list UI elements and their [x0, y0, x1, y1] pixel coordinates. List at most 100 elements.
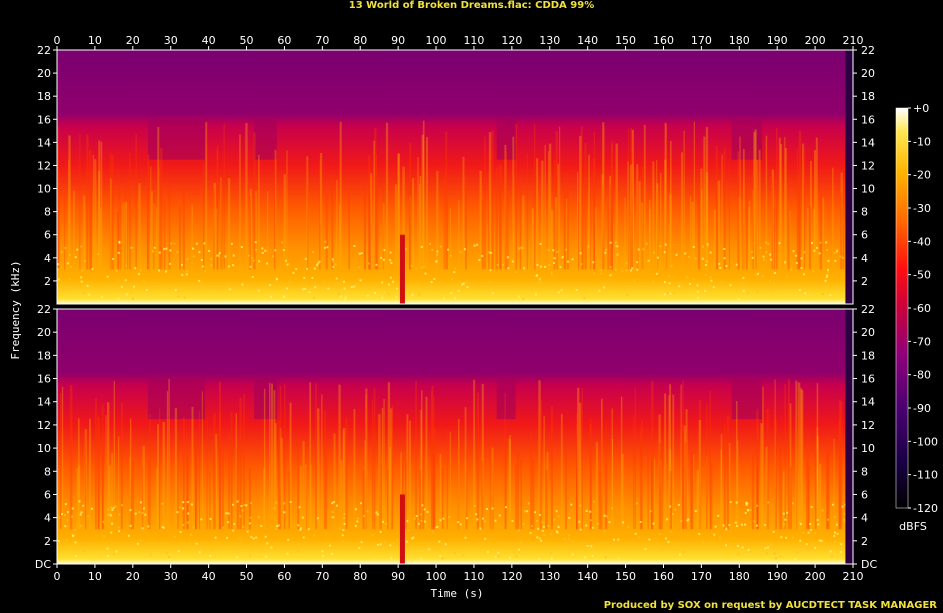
- bright-speck: [423, 520, 426, 523]
- bright-speck: [736, 544, 739, 547]
- texture-streak: [273, 390, 276, 530]
- texture-streak: [590, 423, 592, 530]
- texture-streak: [275, 150, 277, 270]
- texture-streak: [756, 160, 758, 270]
- texture-streak: [373, 388, 376, 530]
- bright-speck: [179, 506, 182, 509]
- texture-streak: [397, 154, 400, 270]
- bright-speck: [224, 255, 227, 258]
- bright-speck: [433, 289, 436, 292]
- texture-streak: [787, 379, 790, 530]
- bright-speck: [129, 509, 132, 512]
- x-tick-label-bottom: 200: [805, 570, 826, 583]
- bright-speck: [298, 506, 301, 509]
- bright-speck: [686, 275, 689, 278]
- bright-speck: [324, 246, 327, 249]
- bright-speck: [534, 293, 537, 296]
- texture-streak: [325, 454, 328, 530]
- bright-speck: [735, 263, 738, 266]
- bright-speck: [513, 551, 516, 554]
- bright-speck: [740, 523, 743, 526]
- texture-streak: [720, 449, 722, 530]
- texture-streak: [757, 408, 759, 530]
- bright-speck: [725, 265, 728, 268]
- bright-speck: [129, 524, 132, 527]
- texture-streak: [515, 123, 518, 270]
- bright-speck: [642, 248, 645, 251]
- bright-speck: [710, 279, 713, 282]
- bright-speck: [593, 500, 596, 503]
- texture-streak: [339, 204, 341, 270]
- bright-speck: [826, 268, 829, 271]
- bright-speck: [689, 282, 692, 285]
- bright-speck: [548, 263, 551, 266]
- texture-streak: [297, 439, 300, 530]
- bright-speck: [153, 246, 156, 249]
- bright-speck: [111, 508, 114, 511]
- bright-speck: [265, 555, 268, 558]
- texture-streak: [515, 464, 517, 530]
- bright-speck: [266, 542, 269, 545]
- y-tick-label-right: 22: [861, 44, 875, 57]
- bright-speck: [605, 248, 608, 251]
- bright-speck: [805, 548, 808, 551]
- bright-speck: [331, 258, 334, 261]
- bright-speck: [287, 263, 290, 266]
- bright-speck: [663, 293, 666, 296]
- bright-speck: [343, 522, 346, 525]
- bright-speck: [674, 508, 677, 511]
- bright-speck: [785, 536, 788, 539]
- bright-speck: [718, 263, 721, 266]
- bright-speck: [318, 260, 321, 263]
- texture-streak: [345, 418, 348, 530]
- x-tick-label-top: 170: [691, 34, 712, 47]
- colorbar-tick-label: -70: [913, 335, 931, 348]
- bright-speck: [482, 541, 485, 544]
- bright-speck: [825, 241, 828, 244]
- bright-speck: [529, 531, 532, 534]
- x-tick-label-top: 140: [577, 34, 598, 47]
- bright-speck: [662, 547, 665, 550]
- x-tick-label-top: 80: [353, 34, 367, 47]
- texture-streak: [84, 429, 87, 530]
- texture-streak: [228, 433, 230, 530]
- texture-streak: [520, 459, 522, 530]
- texture-streak: [774, 419, 777, 530]
- texture-streak: [669, 384, 672, 530]
- bright-speck: [342, 529, 345, 532]
- texture-streak: [696, 470, 700, 530]
- bright-speck: [139, 269, 142, 272]
- y-tick-label-left: 14: [37, 136, 51, 149]
- texture-streak: [774, 379, 776, 530]
- bright-speck: [332, 260, 335, 263]
- x-tick-label-bottom: 100: [426, 570, 447, 583]
- texture-streak: [364, 440, 366, 530]
- texture-streak: [476, 392, 479, 530]
- bright-speck: [536, 536, 539, 539]
- y-tick-label-left: 2: [44, 275, 51, 288]
- bright-speck: [498, 514, 501, 517]
- bright-speck: [798, 521, 801, 524]
- bright-speck: [182, 523, 185, 526]
- y-tick-label-right: 6: [861, 488, 868, 501]
- bright-speck: [176, 511, 179, 514]
- texture-streak: [378, 414, 381, 530]
- texture-streak: [665, 124, 667, 270]
- bright-speck: [786, 275, 789, 278]
- bright-speck: [376, 544, 379, 547]
- bright-speck: [334, 263, 337, 266]
- bright-speck: [248, 522, 251, 525]
- texture-streak: [491, 447, 494, 530]
- bright-speck: [557, 525, 560, 528]
- bright-speck: [684, 252, 687, 255]
- x-tick-label-top: 90: [391, 34, 405, 47]
- bright-speck: [814, 546, 817, 549]
- texture-streak: [739, 136, 741, 270]
- transient-marker: [399, 494, 405, 564]
- texture-streak: [610, 143, 613, 270]
- bright-speck: [356, 520, 359, 523]
- bright-speck: [497, 555, 500, 558]
- bright-speck: [78, 500, 81, 503]
- bright-speck: [540, 539, 543, 542]
- texture-streak: [97, 417, 100, 530]
